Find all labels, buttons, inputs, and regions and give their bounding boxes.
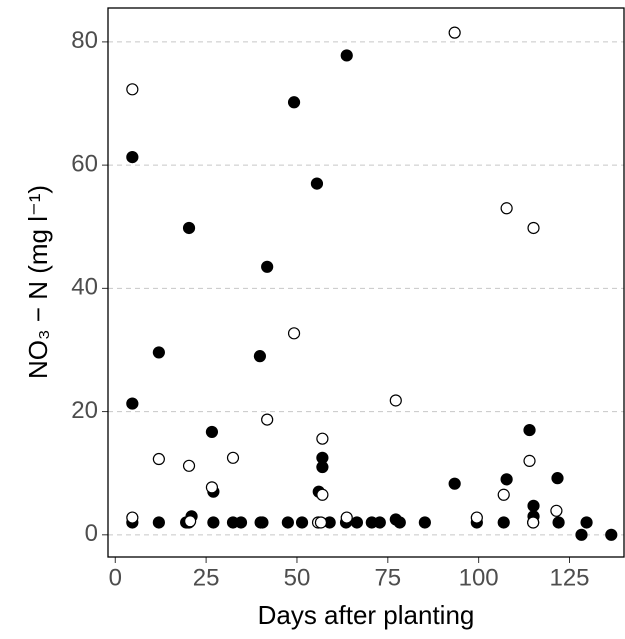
- point: [340, 511, 353, 524]
- point: [527, 499, 540, 512]
- point: [550, 504, 563, 517]
- point: [182, 459, 196, 472]
- point: [314, 516, 328, 529]
- point: [261, 260, 274, 273]
- point: [310, 177, 324, 190]
- x-tick-label: 25: [193, 564, 220, 591]
- point: [575, 528, 588, 541]
- point: [551, 472, 564, 485]
- point: [281, 516, 294, 529]
- point: [184, 515, 197, 528]
- x-axis-title: Days after planting: [258, 600, 475, 630]
- x-tick-label: 75: [374, 564, 401, 591]
- y-tick-label: 40: [71, 274, 98, 301]
- point: [126, 511, 139, 524]
- point: [126, 151, 139, 164]
- point: [580, 516, 593, 529]
- point: [207, 516, 220, 529]
- point: [470, 511, 483, 524]
- point: [126, 397, 139, 410]
- point: [373, 516, 386, 529]
- point: [152, 346, 165, 359]
- x-tick-label: 0: [109, 564, 122, 591]
- point: [152, 452, 165, 466]
- point: [261, 413, 274, 426]
- point: [500, 473, 513, 486]
- point: [253, 350, 266, 363]
- point: [389, 394, 402, 407]
- point: [497, 516, 510, 529]
- point: [126, 83, 139, 96]
- point: [500, 202, 513, 215]
- point: [350, 516, 364, 529]
- point: [497, 488, 510, 501]
- point: [316, 460, 329, 474]
- point: [418, 516, 431, 529]
- point: [316, 488, 329, 501]
- point: [605, 528, 618, 541]
- point: [340, 49, 353, 62]
- point: [552, 516, 565, 529]
- point: [448, 477, 461, 490]
- point: [295, 516, 309, 529]
- x-tick-label: 50: [284, 564, 311, 591]
- point: [527, 516, 540, 529]
- point: [256, 516, 269, 529]
- y-tick-label: 20: [71, 397, 98, 424]
- y-tick-label: 60: [71, 150, 98, 177]
- point: [234, 516, 248, 529]
- y-tick-label: 0: [85, 520, 98, 547]
- point: [448, 26, 461, 39]
- point: [287, 96, 301, 109]
- point: [523, 454, 536, 467]
- point: [527, 221, 540, 235]
- point: [393, 516, 406, 529]
- point: [523, 423, 536, 437]
- point: [152, 516, 165, 529]
- plot-border: [107, 7, 625, 558]
- x-tick-label: 100: [459, 564, 499, 591]
- point: [287, 327, 301, 340]
- point: [226, 451, 240, 464]
- point: [182, 221, 196, 235]
- point: [316, 432, 329, 445]
- y-tick-label: 80: [71, 27, 98, 54]
- point: [205, 425, 219, 439]
- point: [205, 481, 219, 494]
- y-axis-title: NO₃ − N (mg l⁻¹): [23, 185, 53, 379]
- x-tick-label: 125: [549, 564, 589, 591]
